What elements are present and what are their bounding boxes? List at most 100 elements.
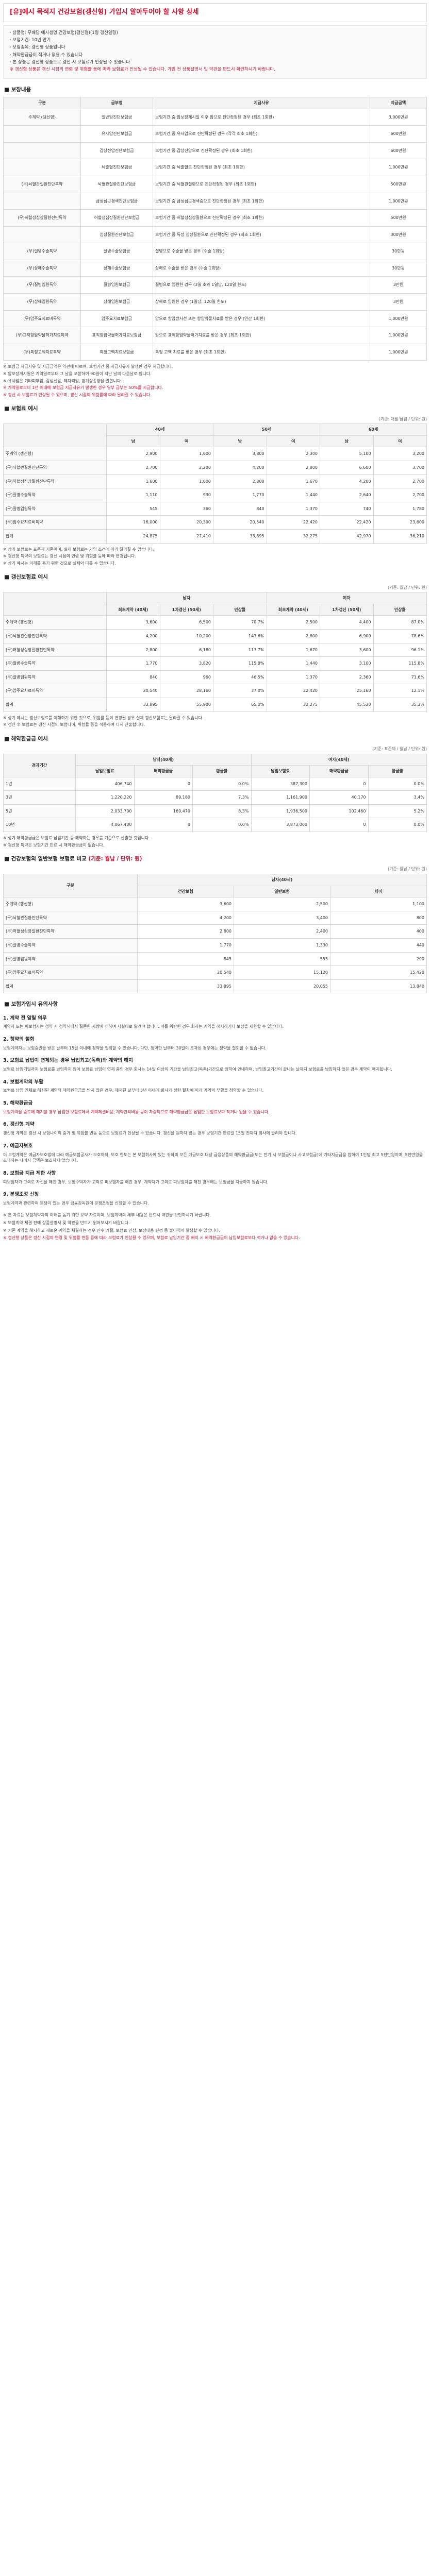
coverage-desc: 상해로 수술을 받은 경우 (수술 1회당) (153, 259, 370, 277)
guide-item-body: 보험계약자는 보험증권을 받은 날부터 15일 이내에 청약을 철회할 수 있습… (3, 1045, 267, 1050)
refund-sub-header: 해약환급금 (309, 765, 369, 777)
guide-item-heading: 5. 해약환급금 (3, 1100, 33, 1107)
general-cell: 400 (330, 924, 427, 939)
guide-item-heading: 4. 보험계약의 부활 (3, 1079, 44, 1085)
note: ※ 상기 예시는 이해를 돕기 위한 것으로 실제와 다를 수 있습니다. (3, 561, 116, 566)
renewal-label: (무)암주요치료비특약 (3, 684, 107, 698)
guide-item-heading: 6. 갱신형 계약 (3, 1122, 35, 1128)
renewal-cell: 6,500 (159, 615, 213, 630)
general-unit: (기준: 월납 / 단위: 원) (387, 867, 427, 872)
refund-notes: ※ 상기 해약환급금은 보험료 납입기간 중 해약하는 경우를 기준으로 산출한… (3, 835, 427, 848)
renewal-title-text: 갱신보험료 예시 (11, 574, 48, 581)
guide-item-heading: 1. 계약 전 알릴 의무 (3, 1015, 47, 1021)
coverage-amount: 600만원 (370, 125, 427, 143)
refund-title: ■ 해약환급금 예시 (4, 735, 48, 742)
renewal-sub-header: 1차갱신 (50세) (320, 603, 374, 616)
refund-cell: 89,180 (134, 790, 193, 805)
general-label: (무)질병수술특약 (3, 938, 138, 953)
general-row: 합계 33,895 20,055 13,840 (3, 979, 427, 994)
coverage-desc: 보험기간 중 갑상선암으로 진단확정된 경우 (최초 1회한) (153, 142, 370, 160)
renewal-sub-header: 최초계약 (40세) (106, 603, 160, 616)
renewal-group-header: 여자 (266, 592, 427, 604)
premium-cell: 740 (320, 501, 374, 516)
premium-title: ■ 보험료 예시 (4, 405, 38, 412)
note: ※ 보험계약 체결 전에 상품설명서 및 약관을 반드시 읽어보시기 바랍니다. (3, 1221, 130, 1226)
premium-cell: 1,780 (373, 501, 427, 516)
refund-cell: 0.0% (368, 818, 427, 833)
refund-cell: 7.3% (192, 790, 252, 805)
coverage-amount: 30만원 (370, 243, 427, 260)
premium-cell: 2,640 (320, 488, 374, 502)
guide-item-heading: 7. 예금자보호 (3, 1143, 33, 1149)
renewal-cell: 2,360 (320, 670, 374, 685)
coverage-group (3, 125, 81, 143)
refund-sub-header: 납입보험료 (251, 765, 310, 777)
premium-cell: 1,000 (159, 474, 213, 489)
note: ※ 기존 계약을 해지하고 새로운 계약을 체결하는 경우 인수 거절, 보험료… (3, 1228, 220, 1233)
coverage-group: (무)뇌혈관질환진단특약 (3, 175, 81, 193)
refund-cell: 0 (309, 818, 369, 833)
general-cell: 1,330 (234, 938, 330, 953)
premium-row: (무)암주요치료비특약 16,000 20,300 20,540 22,420 22,42… (3, 515, 427, 530)
premium-row: 주계약 (갱신형) 2,900 1,600 3,800 2,300 5,100 3,200 (3, 447, 427, 461)
coverage-desc: 보험기간 중 뇌출혈로 진단확정된 경우 (최초 1회한) (153, 159, 370, 176)
guide-items: 1. 계약 전 알릴 의무 계약자 또는 피보험자는 청약 시 청약서에서 질문한… (3, 1015, 427, 1207)
premium-title-text: 보험료 예시 (11, 405, 38, 412)
note: ※ 본 자료는 보험계약자의 이해를 돕기 위한 요약 자료이며, 보험계약의 … (3, 1213, 211, 1218)
premium-cell: 16,000 (106, 515, 160, 530)
refund-sub-header: 환급률 (368, 765, 427, 777)
refund-cell: 8.3% (192, 804, 252, 819)
refund-cell: 0.0% (368, 776, 427, 791)
general-cell: 3,600 (137, 897, 234, 911)
coverage-group (3, 226, 81, 244)
renewal-notes: ※ 상기 예시는 갱신보험료를 이해하기 위한 것으로, 위험률 등이 변경될 … (3, 715, 427, 728)
refund-cell: 0.0% (192, 818, 252, 833)
premium-cell: 27,410 (159, 529, 213, 544)
coverage-header: 급부명 (80, 96, 153, 109)
general-table: 구분 남자(40세) 건강보험 일반보험 차이 주계약 (갱신형) 3,600 2,… (3, 874, 427, 994)
general-cell: 3,400 (234, 910, 330, 925)
premium-row: (무)허혈성심장질환진단특약 1,600 1,000 2,800 1,670 4,200 2… (3, 474, 427, 489)
general-cell: 290 (330, 952, 427, 967)
general-title-red: (기준: 월납 / 단위: 원) (88, 856, 142, 862)
refund-cell: 3.4% (368, 790, 427, 805)
premium-cell: 23,600 (373, 515, 427, 530)
renewal-cell: 6,180 (159, 642, 213, 657)
refund-cell: 2,033,700 (75, 804, 135, 819)
coverage-row: (무)뇌혈관질환진단특약 뇌혈관질환진단보험금 보험기간 중 뇌혈관질환으로 진단확… (3, 175, 427, 193)
renewal-cell: 2,500 (266, 615, 320, 630)
refund-header: 여자(40세) (251, 753, 427, 766)
note-red: ※ 계약일로부터 1년 이내에 보험금 지급사유가 발생한 경우 일부 급부는 … (3, 385, 163, 391)
coverage-group: (무)특정고액치료특약 (3, 343, 81, 361)
coverage-desc: 보험기간 중 유사암으로 진단확정된 경우 (각각 최초 1회한) (153, 125, 370, 143)
premium-row: (무)뇌혈관질환진단특약 2,700 2,200 4,200 2,800 6,600 3,7… (3, 461, 427, 475)
gender-header: 여 (373, 435, 427, 448)
refund-sub-header: 환급률 (192, 765, 252, 777)
renewal-label: (무)뇌혈관질환진단특약 (3, 629, 107, 643)
renewal-cell: 46.5% (213, 670, 267, 685)
refund-cell: 0 (309, 776, 369, 791)
refund-row: 5년 2,033,700 169,470 8.3% 1,936,500 102,460 5.… (3, 804, 427, 819)
premium-cell: 360 (159, 501, 213, 516)
coverage-row: (무)암주요치료비특약 암주요치료보험금 암으로 항암방사선 또는 항암약물치료를 … (3, 310, 427, 328)
premium-cell: 2,700 (373, 474, 427, 489)
refund-unit: (기준: 표준체 / 월납 / 단위: 원) (372, 746, 427, 751)
guide-item-body: 보험계약과 관련하여 분쟁이 있는 경우 금융감독원에 분쟁조정을 신청할 수 … (3, 1200, 150, 1206)
premium-age-header: 40세 (106, 423, 213, 436)
renewal-label: (무)질병수술특약 (3, 656, 107, 671)
note: ※ 상기 예시는 갱신보험료를 이해하기 위한 것으로, 위험률 등이 변경될 … (3, 715, 204, 720)
premium-row: 합계 24,875 27,410 33,895 32,275 42,970 36,210 (3, 529, 427, 544)
coverage-group: (무)표적항암약물허가치료특약 (3, 327, 81, 344)
general-cell: 15,120 (234, 965, 330, 980)
guide-item-heading: 3. 보험료 납입이 연체되는 경우 납입최고(독촉)와 계약의 해지 (3, 1058, 133, 1064)
coverage-amount: 300만원 (370, 226, 427, 244)
refund-cell: 387,300 (251, 776, 310, 791)
refund-cell: 102,460 (309, 804, 369, 819)
renewal-cell: 1,670 (266, 642, 320, 657)
premium-label: (무)허혈성심장질환진단특약 (3, 474, 107, 489)
coverage-desc: 보험기간 중 뇌혈관질환으로 진단확정된 경우 (최초 1회한) (153, 175, 370, 193)
renewal-row: (무)허혈성심장질환진단특약 2,800 6,180 113.7% 1,670 3,600… (3, 642, 427, 657)
coverage-desc: 암으로 표적항암약물허가치료를 받은 경우 (최초 1회한) (153, 327, 370, 344)
general-cell: 1,770 (137, 938, 234, 953)
renewal-section: ■ 갱신보험료 예시 (기준: 월납 / 단위: 원) 남자 여자 최초계약 (… (3, 573, 427, 727)
